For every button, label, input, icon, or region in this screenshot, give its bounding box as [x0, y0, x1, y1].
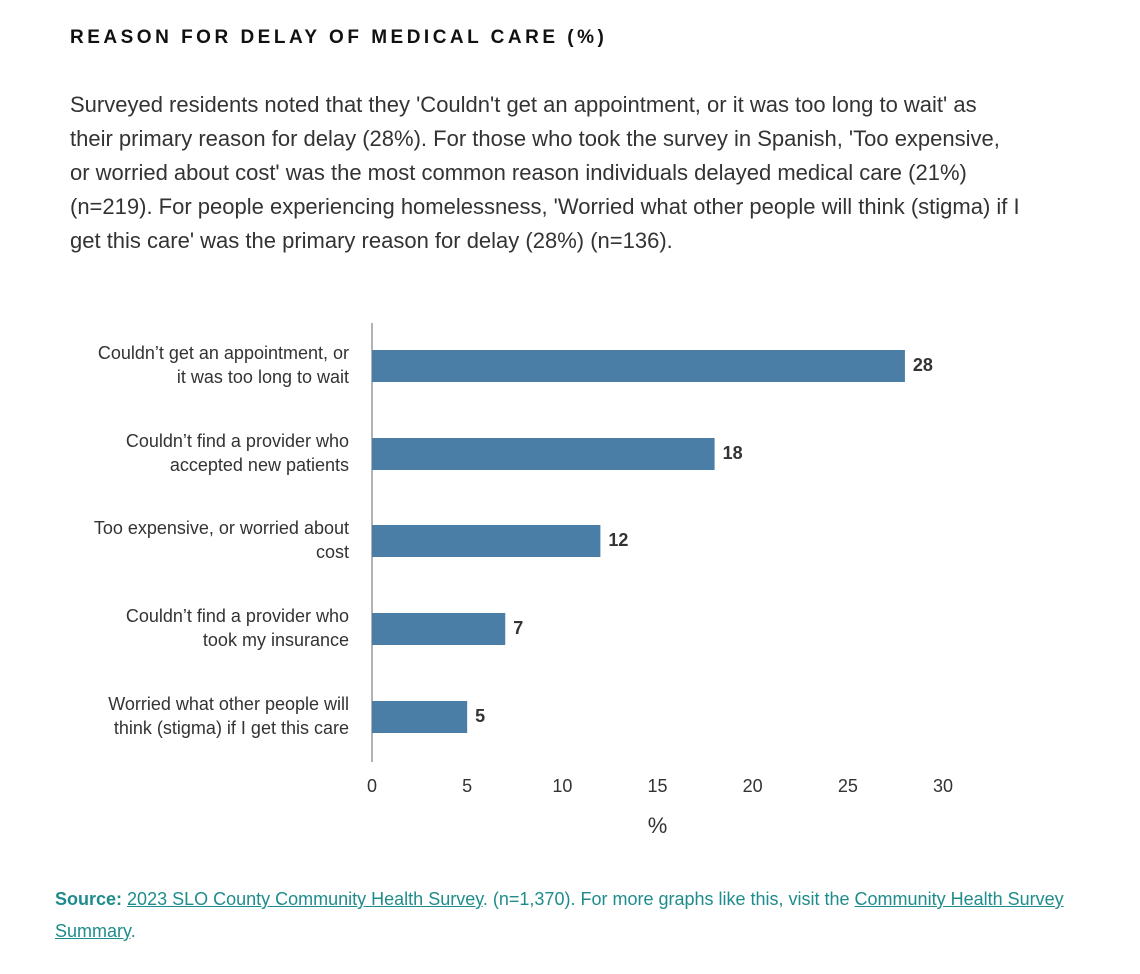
y-tick-label: Couldn’t find a provider who took my insu…: [126, 606, 349, 650]
x-axis-title: %: [648, 813, 668, 838]
bar: [372, 438, 715, 470]
chart-title: REASON FOR DELAY OF MEDICAL CARE (%): [70, 27, 608, 48]
bar: [372, 525, 601, 557]
value-label: 5: [475, 706, 485, 726]
bar: [372, 701, 468, 733]
x-tick-label: 15: [647, 776, 667, 796]
footer-end: .: [130, 921, 136, 941]
x-tick-label: 20: [743, 776, 763, 796]
x-tick-label: 30: [933, 776, 953, 796]
y-tick-label: Couldn’t get an appointment, or it was to…: [98, 343, 349, 387]
footer: Source: 2023 SLO County Community Health…: [55, 883, 1100, 947]
y-tick-label: Couldn’t find a provider who accepted new…: [126, 431, 349, 475]
value-label: 18: [723, 443, 743, 463]
y-tick-label: Worried what other people will think (sti…: [108, 694, 349, 738]
footer-text: . (n=1,370). For more graphs like this, …: [482, 889, 855, 909]
x-tick-label: 0: [367, 776, 377, 796]
bar: [372, 350, 905, 382]
x-tick-label: 5: [462, 776, 472, 796]
value-label: 7: [513, 618, 523, 638]
y-tick-label: Too expensive, or worried about cost: [94, 518, 349, 562]
source-link[interactable]: 2023 SLO County Community Health Survey: [127, 889, 483, 909]
chart-subtitle: Surveyed residents noted that they 'Coul…: [70, 92, 1020, 253]
x-tick-label: 25: [838, 776, 858, 796]
value-label: 12: [608, 530, 628, 550]
summary-link[interactable]: Community Health Survey Summary: [55, 889, 1064, 941]
x-tick-label: 10: [552, 776, 572, 796]
bar: [372, 613, 506, 645]
source-label: Source:: [55, 889, 123, 909]
value-label: 28: [913, 355, 933, 375]
